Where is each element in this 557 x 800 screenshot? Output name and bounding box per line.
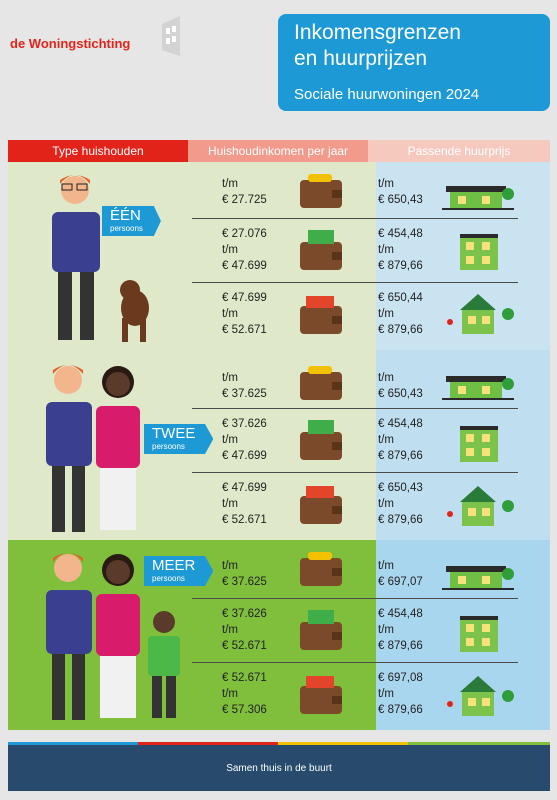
detached-house-icon [447,486,514,526]
tag-een-sub: persoons [110,224,143,233]
rent-range: € 454,48 t/m € 879,66 [378,608,423,652]
tag-een-persoons: ÉÉN persoons [102,206,161,236]
apartment-house-icon [460,234,498,270]
footer-stripe [408,742,550,745]
wallet-coins-icon [300,174,342,208]
brand-logo[interactable]: de Woningstichting [10,36,130,51]
bungalow-house-icon [442,186,514,210]
title-line-1: Inkomensgrenzen [294,21,461,44]
income-range: t/m € 37.625 [222,372,267,400]
wallet-cards-icon [300,486,342,524]
rent-range: t/m € 650,43 [378,372,423,400]
logo-name: Woningstichting [28,36,131,51]
couple-illustration [46,365,140,532]
row-divider [192,408,518,409]
tag-een-label: ÉÉN [110,207,141,224]
detached-house-icon [447,294,514,334]
tag-meer-label: MEER [152,557,196,574]
wallet-banknotes-icon [300,420,342,460]
row-divider [192,662,518,663]
apartment-house-icon [460,616,498,652]
tag-twee-sub: persoons [152,442,185,451]
income-range: € 37.626 t/m € 47.699 [222,418,267,462]
income-range: € 47.699 t/m € 52.671 [222,292,267,336]
building-logo-icon [162,16,180,56]
header-household-type: Type huishouden [8,140,188,162]
header-rent: Passende huurprijs [368,140,550,162]
row-divider [192,218,518,219]
income-range: t/m € 37.625 [222,560,267,588]
income-range: € 27.076 t/m € 47.699 [222,228,267,272]
single-person-with-dog-illustration [52,175,149,342]
title-banner: Inkomensgrenzen en huurprijzen Sociale h… [278,14,550,111]
rent-range: € 454,48 t/m € 879,66 [378,228,423,272]
tag-meer-persoons: MEER persoons [144,556,214,586]
footer-slogan: Samen thuis in de buurt [226,762,332,774]
income-range: t/m € 27.725 [222,178,267,206]
bungalow-house-icon [442,566,514,590]
footer-stripe [138,742,278,745]
logo-prefix: de [10,36,29,51]
rent-range: € 650,44 t/m € 879,66 [378,292,423,336]
row-divider [192,472,518,473]
title-line-2: en huurprijzen [294,47,428,70]
wallet-coins-icon [300,366,342,400]
row-divider [192,282,518,283]
footer-stripe [8,742,138,745]
income-range: € 52.671 t/m € 57.306 [222,672,267,716]
subtitle: Sociale huurwoningen 2024 [294,86,480,103]
income-range: € 47.699 t/m € 52.671 [222,482,267,526]
footer-bar: Samen thuis in de buurt [8,745,550,791]
tag-meer-sub: persoons [152,574,185,583]
rent-range: t/m € 650,43 [378,178,423,206]
tag-twee-persoons: TWEE persoons [144,424,214,454]
footer-stripe [278,742,408,745]
wallet-banknotes-icon [300,230,342,270]
row-divider [192,598,518,599]
income-range: € 37.626 t/m € 52.671 [222,608,267,652]
header-income: Huishoudinkomen per jaar [188,140,368,162]
rent-range: € 650,43 t/m € 879,66 [378,482,423,526]
bungalow-house-icon [442,376,514,400]
rent-range: € 454,48 t/m € 879,66 [378,418,423,462]
rent-range: € 697,08 t/m € 879,66 [378,672,423,716]
group-band-een [8,162,550,350]
wallet-coins-icon [300,552,342,586]
rent-range: t/m € 697,07 [378,560,423,588]
wallet-banknotes-icon [300,610,342,650]
tag-twee-label: TWEE [152,425,196,442]
wallet-cards-icon [300,296,342,334]
wallet-cards-icon [300,676,342,714]
apartment-house-icon [460,426,498,462]
family-illustration [46,553,180,720]
detached-house-icon [447,676,514,716]
